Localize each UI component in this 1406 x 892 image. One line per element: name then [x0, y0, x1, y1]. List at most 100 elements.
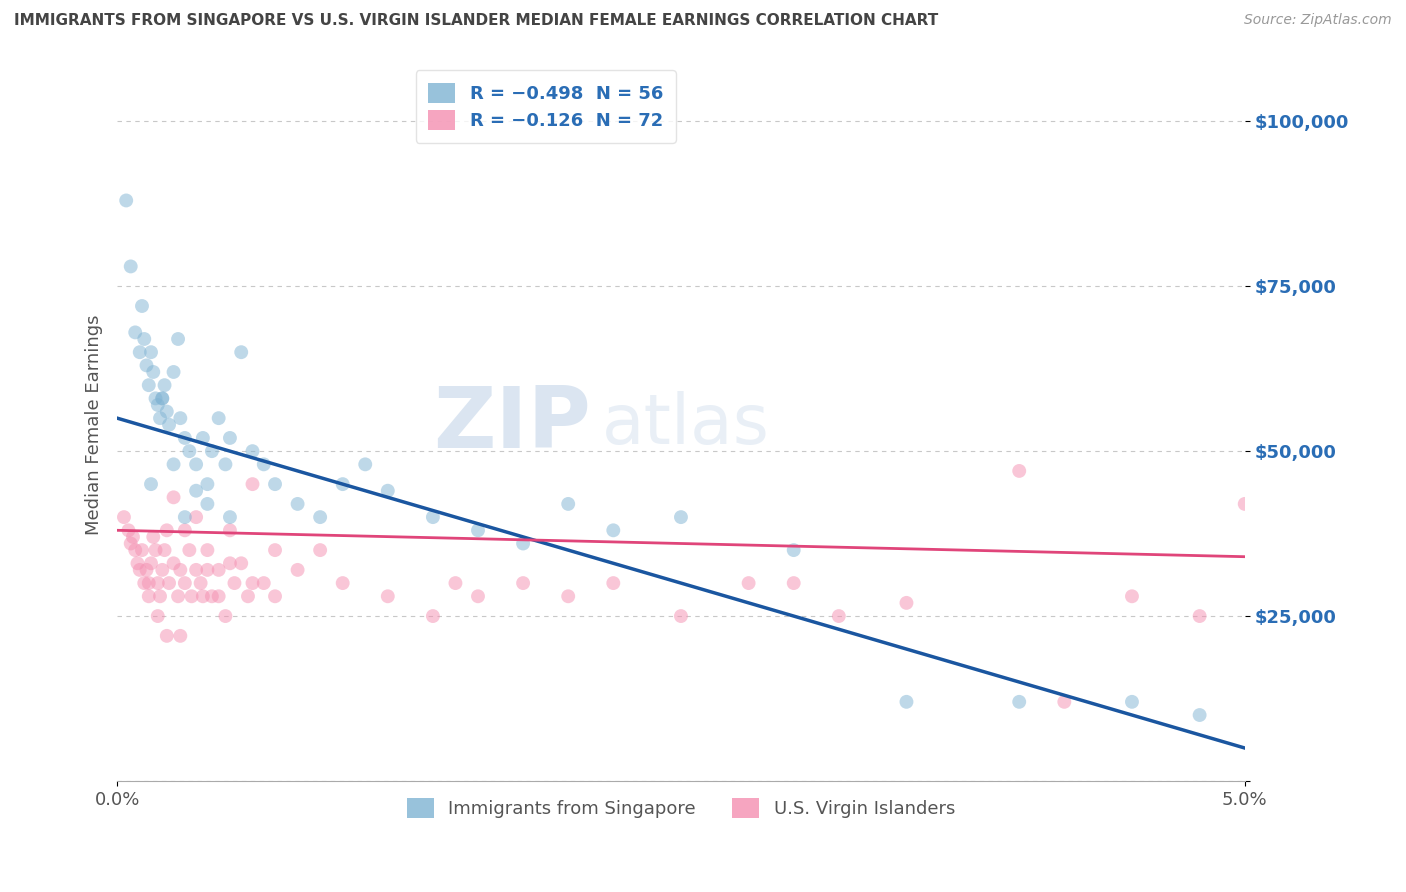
Point: [828, 609, 851, 624]
Point: [117, 524, 139, 538]
Point: [208, 589, 231, 603]
Point: [115, 194, 138, 208]
Point: [131, 543, 153, 558]
Point: [179, 444, 201, 458]
Point: [184, 563, 207, 577]
Point: [197, 477, 219, 491]
Point: [122, 530, 145, 544]
Point: [128, 563, 150, 577]
Point: [146, 609, 169, 624]
Point: [669, 510, 692, 524]
Point: [1008, 464, 1031, 478]
Point: [169, 563, 191, 577]
Point: [214, 458, 236, 472]
Point: [150, 563, 173, 577]
Point: [167, 332, 190, 346]
Point: [783, 543, 806, 558]
Point: [602, 524, 624, 538]
Point: [783, 576, 806, 591]
Point: [150, 392, 173, 406]
Point: [236, 589, 259, 603]
Point: [219, 431, 242, 445]
Point: [219, 510, 242, 524]
Point: [1188, 708, 1211, 723]
Point: [208, 563, 231, 577]
Point: [169, 629, 191, 643]
Point: [1233, 497, 1256, 511]
Point: [149, 411, 172, 425]
Point: [896, 695, 918, 709]
Point: [134, 576, 156, 591]
Point: [253, 576, 276, 591]
Point: [224, 576, 246, 591]
Point: [287, 563, 309, 577]
Point: [153, 378, 176, 392]
Point: [128, 345, 150, 359]
Point: [896, 596, 918, 610]
Point: [149, 589, 172, 603]
Point: [1053, 695, 1076, 709]
Point: [112, 510, 135, 524]
Point: [1121, 695, 1143, 709]
Point: [557, 589, 579, 603]
Point: [162, 365, 184, 379]
Point: [377, 589, 399, 603]
Point: [197, 543, 219, 558]
Point: [1008, 695, 1031, 709]
Point: [145, 392, 167, 406]
Point: [120, 536, 142, 550]
Legend: Immigrants from Singapore, U.S. Virgin Islanders: Immigrants from Singapore, U.S. Virgin I…: [399, 791, 962, 825]
Point: [135, 359, 157, 373]
Point: [173, 524, 195, 538]
Point: [142, 365, 165, 379]
Point: [131, 299, 153, 313]
Point: [197, 563, 219, 577]
Point: [150, 392, 173, 406]
Point: [354, 458, 377, 472]
Point: [737, 576, 759, 591]
Point: [135, 563, 157, 577]
Point: [138, 589, 160, 603]
Point: [146, 576, 169, 591]
Point: [145, 543, 167, 558]
Text: Source: ZipAtlas.com: Source: ZipAtlas.com: [1244, 13, 1392, 28]
Point: [309, 510, 332, 524]
Point: [167, 589, 190, 603]
Point: [184, 483, 207, 498]
Point: [169, 411, 191, 425]
Point: [242, 477, 264, 491]
Point: [157, 417, 180, 432]
Point: [138, 378, 160, 392]
Point: [190, 576, 212, 591]
Point: [124, 326, 146, 340]
Point: [120, 260, 142, 274]
Point: [179, 543, 201, 558]
Point: [219, 556, 242, 570]
Text: ZIP: ZIP: [433, 384, 591, 467]
Point: [162, 556, 184, 570]
Point: [669, 609, 692, 624]
Point: [139, 556, 162, 570]
Point: [191, 589, 214, 603]
Point: [602, 576, 624, 591]
Point: [139, 477, 162, 491]
Point: [173, 510, 195, 524]
Point: [208, 411, 231, 425]
Point: [287, 497, 309, 511]
Point: [124, 543, 146, 558]
Point: [242, 576, 264, 591]
Point: [467, 589, 489, 603]
Point: [138, 576, 160, 591]
Point: [162, 458, 184, 472]
Point: [201, 589, 224, 603]
Point: [134, 332, 156, 346]
Point: [231, 556, 253, 570]
Point: [191, 431, 214, 445]
Point: [264, 589, 287, 603]
Point: [173, 431, 195, 445]
Point: [1121, 589, 1143, 603]
Text: IMMIGRANTS FROM SINGAPORE VS U.S. VIRGIN ISLANDER MEDIAN FEMALE EARNINGS CORRELA: IMMIGRANTS FROM SINGAPORE VS U.S. VIRGIN…: [14, 13, 938, 29]
Point: [377, 483, 399, 498]
Text: atlas: atlas: [602, 392, 770, 458]
Point: [157, 576, 180, 591]
